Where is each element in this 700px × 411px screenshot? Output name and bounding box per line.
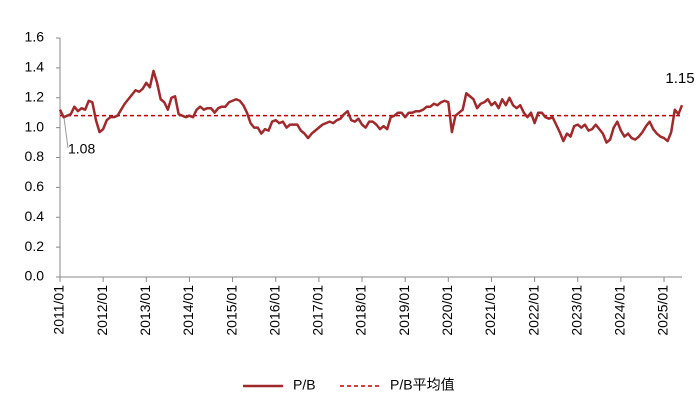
x-tick-label: 2023/01 xyxy=(568,285,584,336)
x-tick-label: 2020/01 xyxy=(439,285,455,336)
y-tick-label: 0.0 xyxy=(25,268,45,284)
x-tick-label: 2015/01 xyxy=(223,285,239,336)
legend-label: P/B xyxy=(293,377,316,393)
x-tick-label: 2018/01 xyxy=(353,285,369,336)
x-tick-label: 2024/01 xyxy=(612,285,628,336)
x-tick-label: 2014/01 xyxy=(180,285,196,336)
y-tick-label: 0.6 xyxy=(25,178,45,194)
x-tick-label: 2013/01 xyxy=(137,285,153,336)
legend-label: P/B平均值 xyxy=(390,377,455,393)
y-tick-label: 1.6 xyxy=(25,29,45,45)
y-tick-label: 1.2 xyxy=(25,88,45,104)
x-tick-label: 2017/01 xyxy=(310,285,326,336)
y-tick-label: 1.0 xyxy=(25,118,45,134)
x-tick-label: 2011/01 xyxy=(51,285,67,335)
y-tick-label: 0.2 xyxy=(25,238,45,254)
average-label: 1.08 xyxy=(68,141,95,157)
x-tick-label: 2025/01 xyxy=(655,285,671,336)
y-tick-label: 0.4 xyxy=(25,208,45,224)
x-tick-label: 2012/01 xyxy=(94,285,110,336)
x-tick-label: 2016/01 xyxy=(266,285,282,336)
callout-leader xyxy=(63,117,69,149)
y-tick-label: 1.4 xyxy=(25,59,45,75)
last-value-label: 1.15 xyxy=(665,70,694,87)
x-tick-label: 2019/01 xyxy=(396,285,412,336)
x-tick-label: 2022/01 xyxy=(525,285,541,336)
y-tick-label: 0.8 xyxy=(25,148,45,164)
x-tick-label: 2021/01 xyxy=(482,285,498,336)
series-line xyxy=(58,69,684,144)
